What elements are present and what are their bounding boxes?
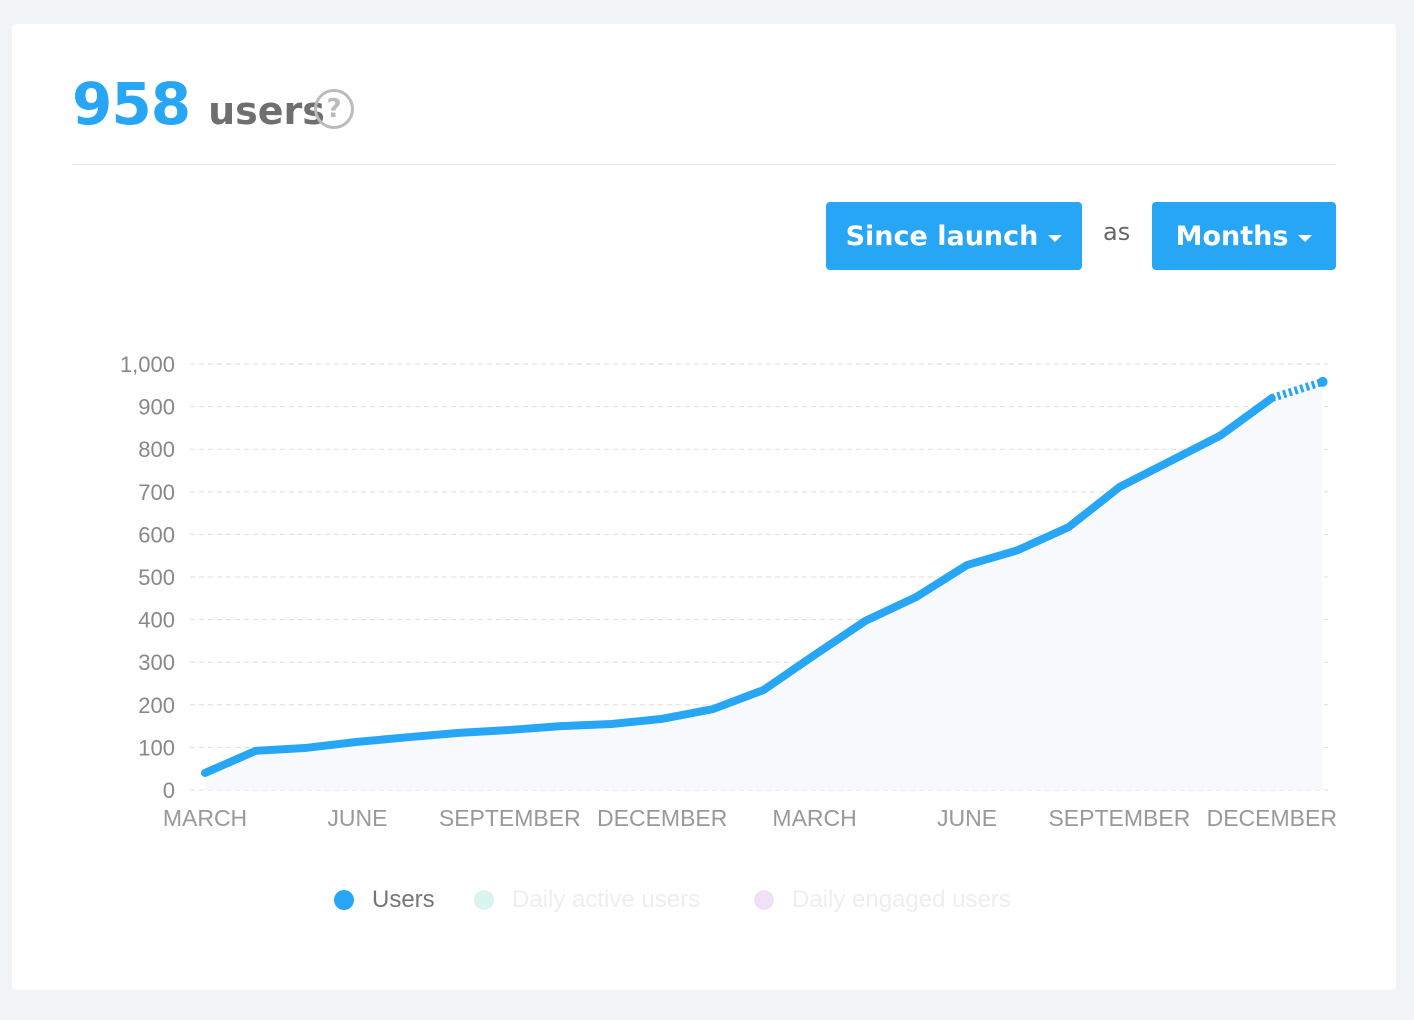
data-point	[1317, 376, 1328, 387]
x-tick-label: MARCH	[163, 805, 247, 831]
chevron-down-icon	[1048, 234, 1063, 242]
series-line-projected	[1270, 378, 1324, 402]
legend-label: Daily engaged users	[792, 886, 1011, 913]
x-tick-label: JUNE	[937, 805, 997, 831]
series-area	[205, 381, 1323, 790]
y-tick-label: 800	[138, 437, 175, 462]
x-tick-label: JUNE	[327, 805, 387, 831]
legend-dot-icon	[754, 890, 774, 910]
header: 958 users	[72, 70, 325, 138]
user-unit: users	[208, 89, 325, 133]
users-chart: 0 100 200 300 400 500 600 700 800 900 1,000 MARCH J…	[120, 352, 1337, 831]
range-label: Since launch	[845, 220, 1039, 252]
y-tick-label: 500	[138, 565, 175, 590]
as-label: as	[1103, 218, 1131, 246]
range-dropdown[interactable]: Since launch	[826, 202, 1082, 270]
x-tick-label: DECEMBER	[597, 805, 727, 831]
y-tick-label: 400	[138, 608, 175, 633]
y-tick-label: 700	[138, 480, 175, 505]
y-tick-label: 100	[138, 735, 175, 760]
y-tick-label: 900	[138, 395, 175, 420]
legend-daily-active[interactable]: Daily active users	[474, 886, 700, 914]
legend-users[interactable]: Users	[334, 886, 435, 914]
legend-dot-icon	[334, 890, 354, 910]
interval-label: Months	[1175, 220, 1289, 252]
interval-dropdown[interactable]: Months	[1152, 202, 1336, 270]
chevron-down-icon	[1298, 234, 1313, 242]
y-tick-label: 300	[138, 650, 175, 675]
y-tick-label: 200	[138, 693, 175, 718]
x-tick-label: MARCH	[772, 805, 856, 831]
x-tick-label: SEPTEMBER	[1048, 805, 1190, 831]
x-tick-label: DECEMBER	[1207, 805, 1337, 831]
y-tick-label: 600	[138, 522, 175, 547]
y-tick-label: 0	[163, 778, 175, 803]
user-count: 958	[72, 70, 191, 138]
y-tick-label: 1,000	[120, 352, 175, 377]
legend-label: Daily active users	[512, 886, 701, 913]
question-circle-icon[interactable]: ?	[314, 89, 354, 129]
legend-dot-icon	[474, 890, 494, 910]
legend-label: Users	[372, 886, 435, 913]
legend-daily-engaged[interactable]: Daily engaged users	[754, 886, 1011, 914]
series-line-users	[201, 394, 1276, 777]
x-tick-label: SEPTEMBER	[439, 805, 581, 831]
divider	[72, 164, 1336, 165]
